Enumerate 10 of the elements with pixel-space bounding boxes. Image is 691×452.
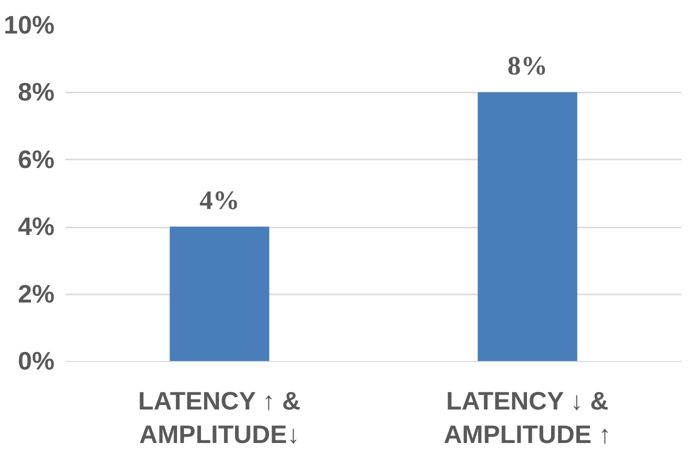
data-label: 8% — [508, 50, 548, 81]
y-tick-label: 8% — [18, 78, 54, 107]
y-tick-label: 10% — [4, 12, 55, 40]
data-label: 4% — [200, 185, 240, 216]
y-tick-label: 2% — [18, 280, 54, 308]
y-tick-label: 4% — [18, 213, 54, 242]
y-tick-label: 0% — [18, 348, 54, 376]
x-tick-label: LATENCY ↑ & AMPLITUDE↓ — [138, 388, 300, 450]
y-tick-label: 6% — [18, 146, 54, 174]
x-tick-label: LATENCY ↓ & AMPLITUDE ↑ — [444, 388, 612, 450]
